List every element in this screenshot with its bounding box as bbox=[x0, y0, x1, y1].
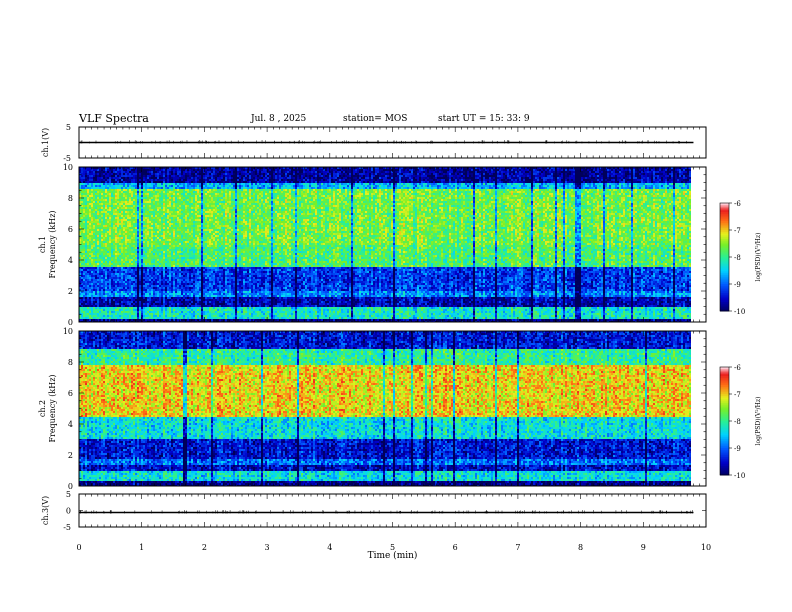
x-tick-label: 0 bbox=[76, 543, 81, 552]
x-tick-label: 4 bbox=[327, 543, 332, 552]
no-data-region bbox=[692, 331, 706, 486]
colorbar-tick-label: -7 bbox=[734, 391, 741, 399]
colorbar-tick-label: -9 bbox=[734, 281, 741, 289]
waveform-ch1-waveform bbox=[79, 140, 694, 144]
spectrogram-ch2-spectrogram bbox=[79, 331, 706, 486]
colorbar-label: log(PSD)(V²/Hz) bbox=[755, 397, 762, 446]
x-tick-label: 6 bbox=[453, 543, 458, 552]
no-data-region bbox=[692, 167, 706, 322]
spectrogram-ch1-spectrogram bbox=[79, 167, 706, 322]
x-tick-label: 5 bbox=[390, 543, 395, 552]
colorbar-tick-label: -10 bbox=[734, 472, 745, 480]
colorbar-tick-label: -6 bbox=[734, 200, 741, 208]
colorbar-tick-label: -9 bbox=[734, 445, 741, 453]
x-tick-label: 3 bbox=[265, 543, 270, 552]
y-tick-label: 8 bbox=[68, 194, 73, 203]
date-label: Jul. 8 , 2025 bbox=[251, 114, 306, 124]
x-axis: 0 1 2 3 4 5 6 7 8 9 10 Time (min) bbox=[76, 543, 711, 561]
y-tick-label: 2 bbox=[68, 287, 73, 296]
axes-ch1-waveform: 5 -5 ch.1(V) bbox=[41, 123, 707, 163]
axes-ch1-spectrogram: 0 2 4 6 8 10 ch.1 Frequency (kHz) bbox=[38, 163, 707, 327]
y-tick-label: 0 bbox=[66, 507, 71, 516]
station-label: station= MOS bbox=[343, 114, 407, 124]
y-tick-label: 5 bbox=[66, 123, 71, 132]
colorbar-tick-label: -6 bbox=[734, 364, 741, 372]
chart-title: VLF Spectra bbox=[79, 112, 149, 125]
y-tick-label: 0 bbox=[68, 318, 73, 327]
x-tick-label: 10 bbox=[701, 543, 711, 552]
colorbar-tick-label: -7 bbox=[734, 227, 741, 235]
colorbar-tick-label: -10 bbox=[734, 308, 745, 316]
y-tick-label: 4 bbox=[68, 256, 73, 265]
colorbar-ch1-spectrogram: -6 -7 -8 -9 -10 log(PSD)(V²/Hz) bbox=[719, 200, 762, 316]
channel-label: ch.1 bbox=[38, 236, 47, 253]
y-tick-label: -5 bbox=[63, 154, 71, 163]
x-tick-label: 9 bbox=[641, 543, 646, 552]
colorbar-label: log(PSD)(V²/Hz) bbox=[755, 233, 762, 282]
start-time-label: start UT = 15: 33: 9 bbox=[438, 114, 530, 124]
y-tick-label: 10 bbox=[63, 163, 73, 172]
x-axis-label: Time (min) bbox=[368, 550, 418, 561]
y-tick-label: 2 bbox=[68, 451, 73, 460]
y-tick-label: 0 bbox=[68, 482, 73, 491]
y-tick-label: 5 bbox=[66, 490, 71, 499]
axes-ch3-waveform: 5 0 -5 ch.3(V) bbox=[41, 490, 707, 532]
y-tick-label: 4 bbox=[68, 420, 73, 429]
y-tick-label: 10 bbox=[63, 327, 73, 336]
x-tick-label: 7 bbox=[515, 543, 520, 552]
waveform-ch3-waveform bbox=[79, 510, 694, 514]
axes-ch2-spectrogram: 0 2 4 6 8 10 ch.2 Frequency (kHz) bbox=[38, 327, 707, 491]
y-tick-label: -5 bbox=[63, 523, 71, 532]
y-axis-label: ch.3(V) bbox=[41, 496, 50, 525]
colorbar-ch2-spectrogram: -6 -7 -8 -9 -10 log(PSD)(V²/Hz) bbox=[719, 364, 762, 480]
y-tick-label: 6 bbox=[68, 225, 73, 234]
colorbar-tick-label: -8 bbox=[734, 254, 741, 262]
y-axis-label: Frequency (kHz) bbox=[48, 210, 57, 278]
colorbar-tick-label: -8 bbox=[734, 418, 741, 426]
channel-label: ch.2 bbox=[38, 400, 47, 417]
x-tick-label: 2 bbox=[202, 543, 207, 552]
y-axis-label: Frequency (kHz) bbox=[48, 374, 57, 442]
y-tick-label: 6 bbox=[68, 389, 73, 398]
y-tick-label: 8 bbox=[68, 358, 73, 367]
y-axis-label: ch.1(V) bbox=[41, 128, 50, 157]
x-tick-label: 8 bbox=[578, 543, 583, 552]
x-tick-label: 1 bbox=[139, 543, 144, 552]
